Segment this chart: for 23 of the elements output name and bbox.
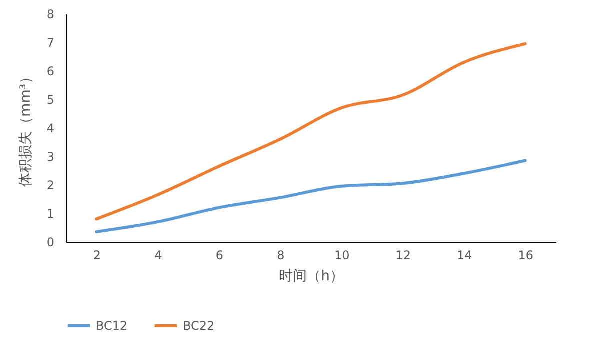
y-tick-label: 3 xyxy=(46,150,54,164)
y-tick-label: 1 xyxy=(46,207,54,221)
line-series xyxy=(95,42,527,221)
y-tick-label: 5 xyxy=(46,93,54,107)
y-tick-label: 0 xyxy=(46,236,54,250)
line-series xyxy=(95,159,527,234)
x-tick-label: 4 xyxy=(154,248,162,262)
x-tick-label: 16 xyxy=(518,248,534,262)
x-tick-label: 6 xyxy=(216,248,224,262)
y-tick-label: 7 xyxy=(46,36,54,50)
x-axis-title: 时间（h） xyxy=(279,268,344,284)
x-tick-label: 8 xyxy=(277,248,285,262)
y-tick-label: 2 xyxy=(46,178,54,192)
legend-label: BC22 xyxy=(183,319,215,333)
x-tick-label: 2 xyxy=(93,248,101,262)
x-tick-label: 14 xyxy=(456,248,472,262)
y-tick-label: 6 xyxy=(46,64,54,78)
x-tick-label: 10 xyxy=(334,248,350,262)
y-tick-label: 8 xyxy=(46,8,54,22)
x-tick-label: 12 xyxy=(396,248,412,262)
y-tick-label: 4 xyxy=(46,122,54,136)
legend-label: BC12 xyxy=(96,319,128,333)
y-axis-title: 体积损失（mm³） xyxy=(18,70,34,187)
